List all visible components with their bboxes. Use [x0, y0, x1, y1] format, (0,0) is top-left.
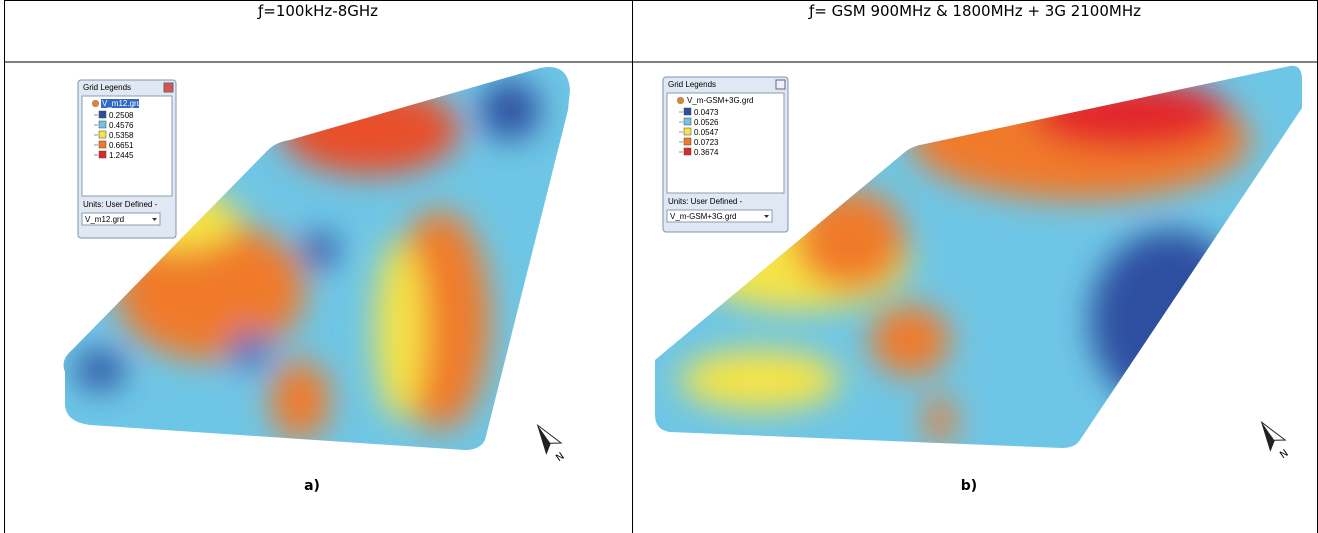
legend-swatch [684, 118, 691, 125]
legend-swatch [99, 111, 106, 118]
dropdown-value[interactable]: V_m12.grd [85, 215, 124, 224]
panel-caption: a) [304, 478, 320, 494]
field-blob [280, 85, 460, 175]
north-arrow: N [530, 420, 571, 467]
window-title: Grid Legends [668, 80, 716, 89]
legend-value: 1.2445 [109, 151, 134, 160]
window-title: Grid Legends [83, 83, 131, 92]
legend-value: 0.0526 [694, 118, 719, 127]
legend-window: Grid LegendsV_m-GSM+3G.grd0.04730.05260.… [663, 77, 788, 232]
field-blob [230, 330, 270, 370]
legend-value: 0.6651 [109, 141, 134, 150]
legend-swatch [99, 121, 106, 128]
field-blob [925, 395, 955, 445]
north-label: N [554, 451, 566, 464]
field-blob [270, 360, 330, 440]
legend-value: 0.3674 [694, 148, 719, 157]
field-blob [1090, 230, 1250, 410]
legend-window: Grid Legends V_m12.grd 0.25080.45760.53580… [78, 80, 176, 238]
tree-file[interactable]: V_m-GSM+3G.grd [687, 96, 753, 105]
legend-value: 0.0723 [694, 138, 719, 147]
legend-swatch [684, 148, 691, 155]
tree-file[interactable]: V_m12.grd [102, 99, 141, 108]
close-button[interactable] [776, 80, 785, 89]
column-header: ƒ= GSM 900MHz & 1800MHz + 3G 2100MHz [808, 2, 1141, 20]
legend-swatch [684, 108, 691, 115]
field-blob [795, 190, 905, 290]
legend-value: 0.0547 [694, 128, 719, 137]
north-label: N [1278, 448, 1290, 461]
legend-swatch [99, 151, 106, 158]
column-header: ƒ=100kHz-8GHz [257, 2, 378, 20]
legend-value: 0.2508 [109, 111, 134, 120]
legend-value: 0.4576 [109, 121, 134, 130]
legend-value: 0.0473 [694, 108, 719, 117]
legend-swatch [684, 138, 691, 145]
field-blob [1030, 80, 1230, 150]
field-blob [680, 350, 840, 410]
legend-swatch [99, 131, 106, 138]
field-blob [75, 350, 125, 390]
tree-icon [677, 97, 684, 104]
panel-caption: b) [961, 478, 977, 494]
legend-swatch [99, 141, 106, 148]
units-label: Units: User Defined - [668, 197, 743, 206]
field-blob [480, 80, 540, 140]
dropdown-value[interactable]: V_m-GSM+3G.grd [670, 212, 736, 221]
north-arrow: N [1254, 417, 1295, 464]
legend-swatch [684, 128, 691, 135]
close-button[interactable] [164, 83, 173, 92]
field-blob [302, 232, 338, 268]
field-blob [375, 240, 425, 420]
units-label: Units: User Defined - [83, 200, 158, 209]
figure: ƒ=100kHz-8GHz a) N Grid Legends V_m12.grd 0.2… [0, 0, 1318, 533]
legend-value: 0.5358 [109, 131, 134, 140]
field-blob [870, 305, 950, 375]
tree-icon [92, 100, 99, 107]
